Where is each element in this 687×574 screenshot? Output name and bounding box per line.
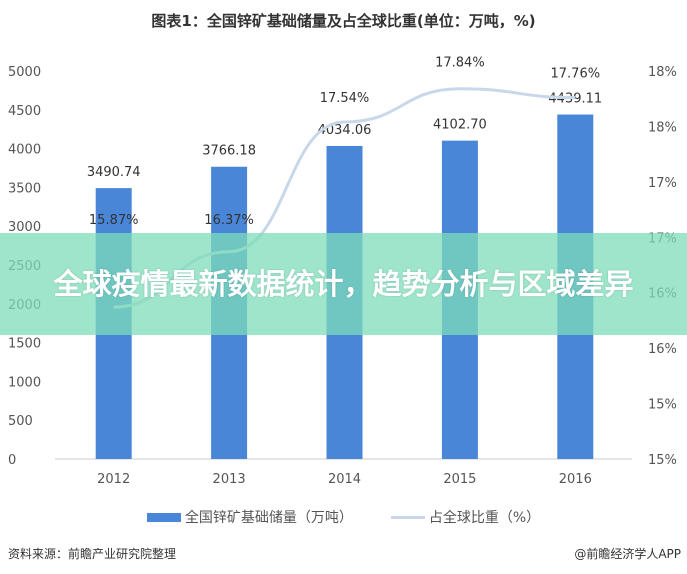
y-tick-label: 3500: [8, 181, 41, 196]
y-tick-label: 1500: [8, 337, 41, 352]
bar-value-label: 4102.70: [433, 118, 487, 133]
y-tick-label: 500: [8, 414, 33, 429]
x-tick-label: 2012: [97, 472, 130, 487]
y-tick-label: 5000: [8, 65, 41, 80]
credit: @前瞻经济学人APP: [574, 547, 681, 561]
banner-text: 全球疫情最新数据统计，趋势分析与区域差异: [53, 267, 634, 301]
legend-swatch-line: [390, 515, 425, 519]
y2-tick-label: 15%: [648, 453, 677, 468]
y-tick-label: 4500: [8, 104, 41, 119]
line-value-label: 17.76%: [551, 67, 601, 82]
y-tick-label: 1000: [8, 375, 41, 390]
y-tick-label: 3000: [8, 220, 41, 235]
y-tick-label: 4000: [8, 143, 41, 158]
legend-item-line: 占全球比重（%）: [390, 507, 541, 527]
x-tick-label: 2016: [559, 472, 592, 487]
line-value-label: 17.54%: [320, 91, 370, 106]
x-tick-label: 2014: [328, 472, 361, 487]
x-tick-label: 2013: [213, 472, 246, 487]
line-value-label: 15.87%: [89, 213, 139, 228]
line-value-label: 17.84%: [435, 56, 485, 71]
legend-item-bar: 全国锌矿基础储量（万吨）: [146, 507, 353, 527]
x-tick-label: 2015: [443, 472, 476, 487]
y2-tick-label: 18%: [648, 65, 677, 80]
overlay-banner: 全球疫情最新数据统计，趋势分析与区域差异: [0, 233, 687, 335]
line-value-label: 16.37%: [204, 213, 254, 228]
y2-tick-label: 15%: [648, 398, 677, 413]
y2-tick-label: 17%: [648, 176, 677, 191]
y2-tick-label: 18%: [648, 120, 677, 135]
bar-value-label: 4034.06: [318, 123, 372, 138]
chart-title: 图表1：全国锌矿基础储量及占全球比重(单位：万吨，%): [151, 12, 536, 30]
y-tick-label: 0: [8, 453, 16, 468]
legend-label: 占全球比重（%）: [428, 510, 541, 526]
legend: 全国锌矿基础储量（万吨） 占全球比重（%）: [0, 507, 687, 527]
bar-value-label: 3766.18: [202, 144, 256, 159]
legend-swatch-bar: [146, 512, 181, 522]
source-note: 资料来源：前瞻产业研究院整理: [8, 547, 177, 561]
bar-value-label: 3490.74: [87, 165, 141, 180]
y2-tick-label: 16%: [648, 342, 677, 357]
legend-label: 全国锌矿基础储量（万吨）: [184, 510, 353, 526]
